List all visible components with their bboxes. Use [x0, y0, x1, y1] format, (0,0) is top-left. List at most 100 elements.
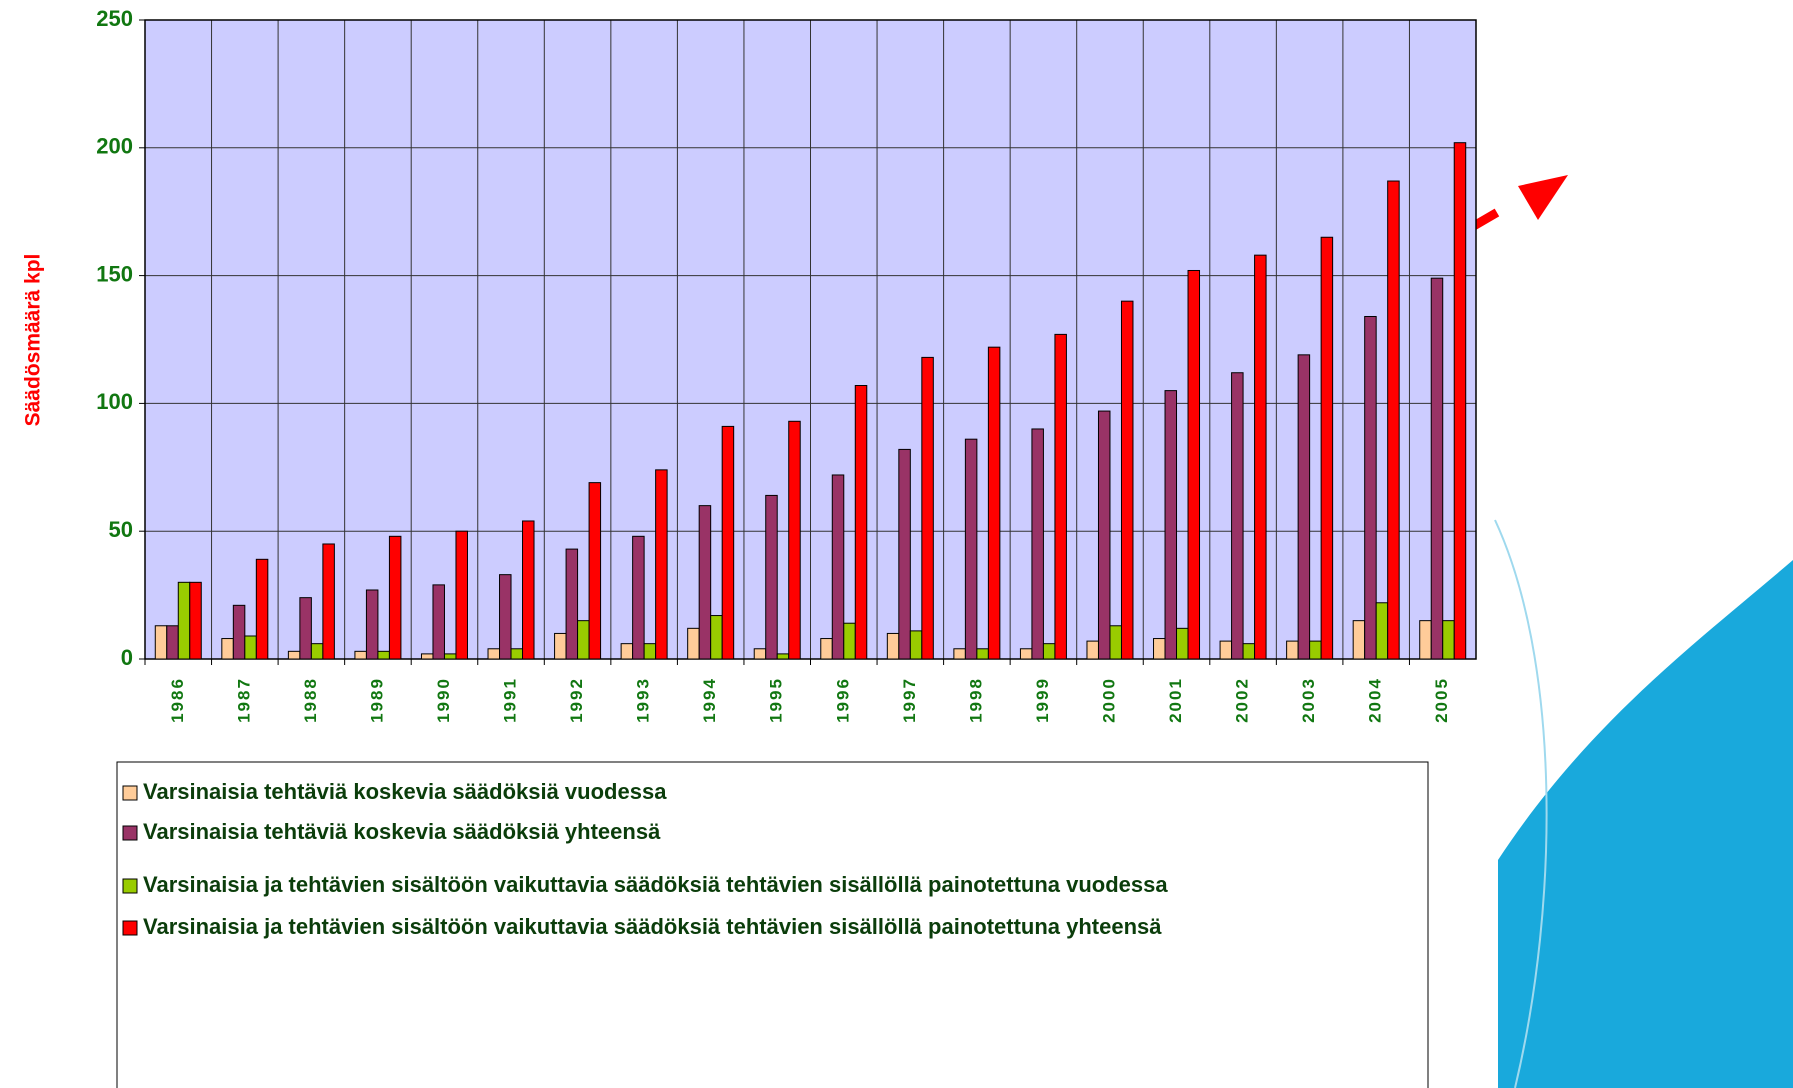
bar: [588, 482, 602, 660]
x-tick-label: 1986: [168, 677, 187, 723]
bar: [1352, 620, 1366, 660]
bar: [1254, 254, 1267, 660]
y-tick-label: 100: [96, 389, 133, 414]
bar: [554, 632, 567, 660]
bar: [1375, 602, 1389, 660]
bar: [976, 648, 989, 660]
x-tick-label: 1993: [634, 677, 653, 723]
x-tick-label: 2003: [1299, 677, 1318, 723]
legend-label: Varsinaisia tehtäviä koskevia säädöksiä …: [143, 819, 661, 844]
bar: [365, 589, 379, 660]
x-tick-label: 2000: [1099, 677, 1118, 723]
bar: [1297, 354, 1311, 660]
bar: [964, 438, 978, 660]
y-tick-label: 0: [121, 645, 133, 670]
bar: [1453, 142, 1467, 660]
x-tick-label: 2002: [1233, 677, 1252, 723]
x-tick-label: 2001: [1166, 677, 1185, 723]
bar: [854, 385, 868, 660]
x-tick-label: 1994: [700, 677, 719, 723]
bar: [1031, 428, 1044, 660]
legend-label: Varsinaisia tehtäviä koskevia säädöksiä …: [143, 779, 667, 804]
bar: [177, 581, 191, 660]
bar: [1231, 372, 1244, 660]
bar: [987, 346, 1001, 660]
bar: [244, 635, 257, 660]
bar: [831, 474, 845, 660]
bar: [1419, 620, 1432, 660]
x-tick-label: 1995: [767, 677, 786, 723]
bar: [632, 535, 645, 660]
bar: [710, 615, 723, 660]
bar: [299, 597, 312, 660]
bar: [255, 558, 269, 660]
bar: [166, 625, 179, 660]
x-tick-label: 1989: [367, 677, 386, 723]
legend-swatch: [122, 785, 138, 801]
x-tick-label: 1992: [567, 677, 586, 723]
bar: [1042, 643, 1056, 660]
bar: [788, 420, 801, 660]
x-tick-label: 1991: [501, 677, 520, 723]
bar: [721, 425, 735, 660]
bar: [1364, 315, 1377, 660]
x-tick-label: 1990: [434, 677, 453, 723]
bar: [432, 584, 445, 660]
y-tick-label: 150: [96, 261, 133, 286]
bar: [1187, 269, 1201, 660]
bar: [620, 643, 634, 660]
bar: [310, 643, 324, 660]
bar: [1430, 277, 1444, 660]
legend-label: Varsinaisia ja tehtävien sisältöön vaiku…: [143, 914, 1162, 939]
bar: [886, 632, 900, 660]
bar: [655, 469, 668, 660]
bar: [499, 574, 512, 660]
bar: [1164, 390, 1178, 660]
bar: [643, 643, 657, 660]
bar: [753, 648, 767, 660]
y-tick-label: 200: [96, 134, 133, 159]
bar: [1309, 640, 1322, 660]
x-tick-label: 1999: [1033, 677, 1052, 723]
legend-swatch: [122, 920, 138, 936]
bar: [510, 648, 524, 660]
x-tick-label: 1997: [900, 677, 919, 723]
bar: [1153, 638, 1166, 660]
legend-label: Varsinaisia ja tehtävien sisältöön vaiku…: [143, 872, 1168, 897]
bar: [189, 581, 202, 660]
bar: [1387, 180, 1400, 660]
bar: [1109, 625, 1122, 660]
bar: [388, 535, 402, 660]
bar: [843, 622, 856, 660]
bar: [487, 648, 501, 660]
bar: [820, 638, 833, 660]
bar: [765, 494, 778, 660]
legend-swatch: [122, 878, 138, 894]
bar: [1120, 300, 1134, 660]
bar: [455, 530, 468, 660]
bar: [698, 505, 712, 660]
bar: [354, 650, 367, 660]
bar: [1054, 333, 1067, 660]
x-tick-label: 1988: [301, 677, 320, 723]
bar: [443, 653, 457, 660]
bar: [953, 648, 966, 660]
legend-swatch: [122, 825, 138, 841]
y-tick-label: 250: [96, 6, 133, 31]
bar: [1097, 410, 1111, 660]
bar: [1320, 236, 1334, 660]
bar: [776, 653, 790, 660]
bar: [322, 543, 335, 660]
bar: [898, 448, 911, 660]
x-tick-label: 1987: [234, 677, 253, 723]
legend: [116, 761, 1429, 1088]
bar: [221, 638, 234, 660]
bar: [154, 625, 168, 660]
bar: [1219, 640, 1233, 660]
x-tick-label: 1996: [833, 677, 852, 723]
bar: [1086, 640, 1099, 660]
x-tick-label: 1998: [966, 677, 985, 723]
bar: [420, 653, 434, 660]
y-tick-label: 50: [109, 517, 133, 542]
